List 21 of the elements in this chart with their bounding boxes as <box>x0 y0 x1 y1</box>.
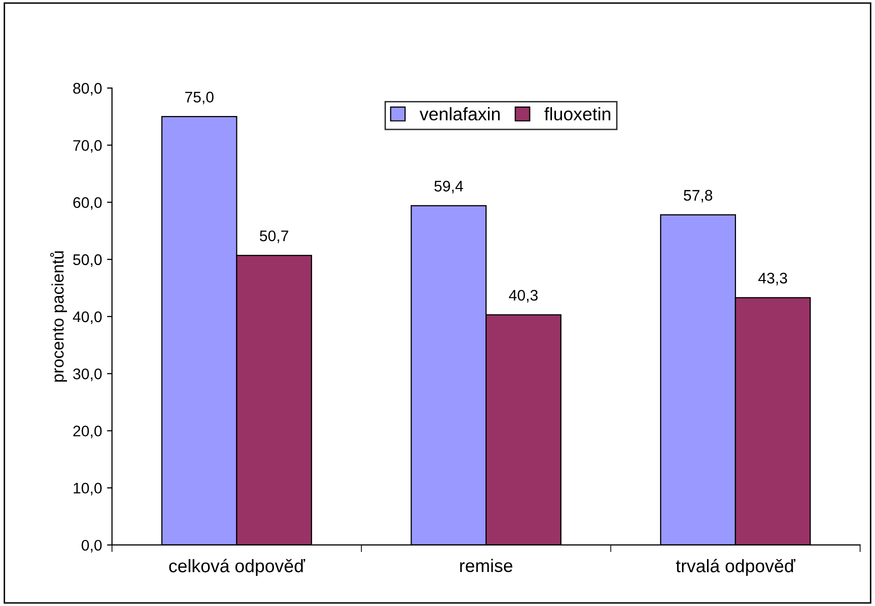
data-label: 40,3 <box>508 290 538 302</box>
y-tick-label: 20,0 <box>73 426 102 438</box>
x-tick-label: trvalá odpověď <box>676 558 796 576</box>
y-tick-label: 10,0 <box>74 482 102 496</box>
data-label: 75,0 <box>185 92 214 104</box>
x-tick-label: celková odpověď <box>169 558 306 576</box>
y-tick-label: 50,0 <box>73 254 102 267</box>
legend-label: venlafaxin <box>420 107 500 120</box>
data-label: 43,3 <box>758 272 788 286</box>
y-tick-label: 0,0 <box>82 540 102 552</box>
y-axis-title: procento pacientů <box>50 251 67 382</box>
x-tick-label: remise <box>460 558 512 572</box>
y-tick-label: 60,0 <box>73 197 102 210</box>
data-label: 59,4 <box>434 180 464 194</box>
y-tick-label: 80,0 <box>73 82 102 96</box>
y-tick-label: 40,0 <box>72 311 102 324</box>
y-tick-label: 30,0 <box>73 368 102 382</box>
y-tick-label: 70,0 <box>73 140 102 153</box>
data-label: 57,8 <box>684 190 712 203</box>
legend-label: fluoxetin <box>544 107 610 120</box>
data-label: 50,7 <box>260 230 288 244</box>
